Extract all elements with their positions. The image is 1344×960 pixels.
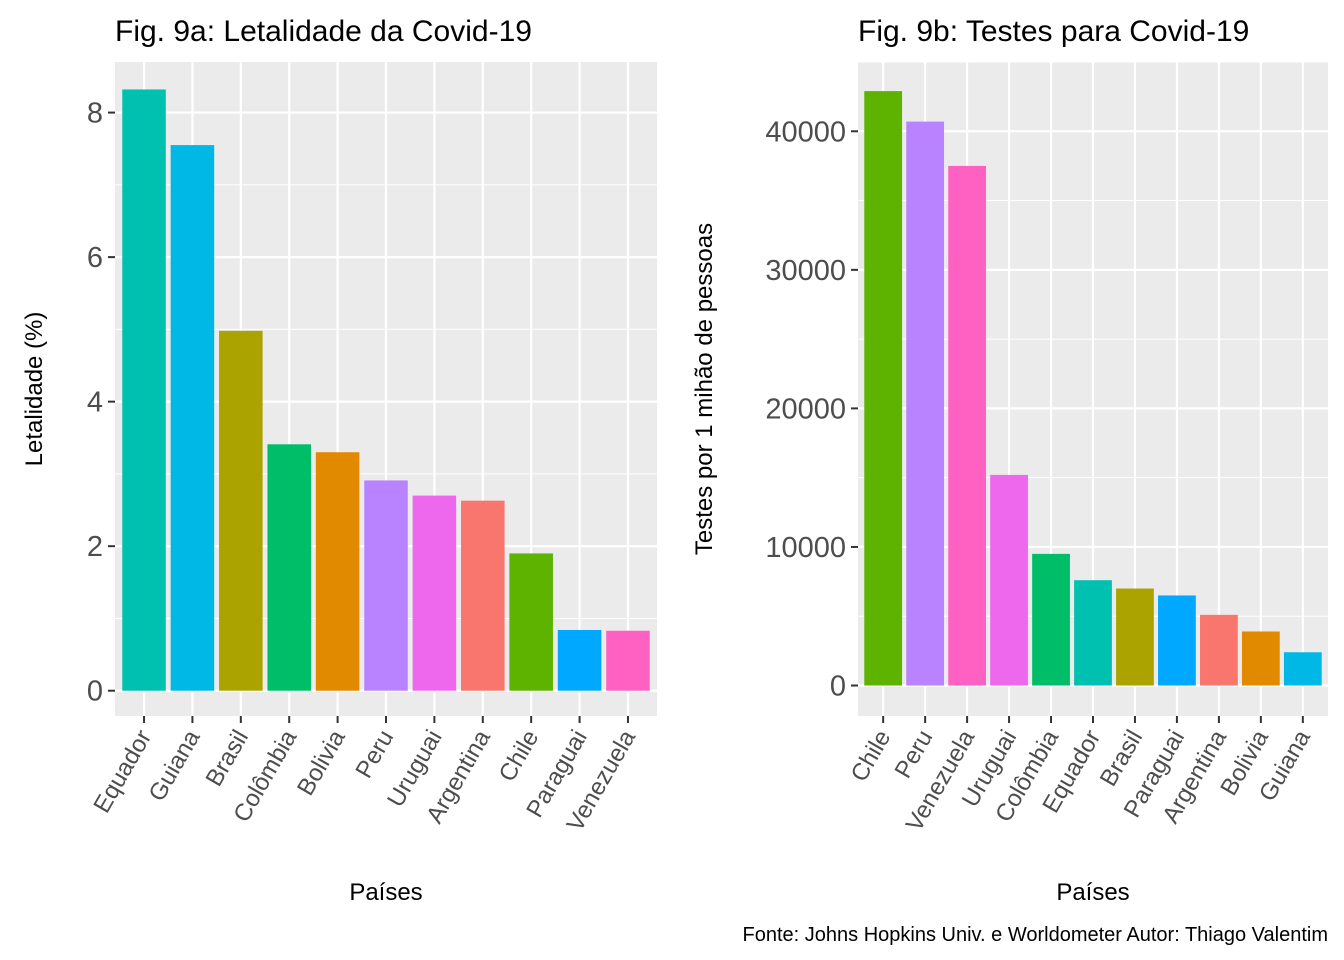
x-axis-label: Países	[349, 879, 422, 906]
chart-title: Fig. 9a: Letalidade da Covid-19	[115, 15, 532, 48]
y-tick-label: 0	[830, 671, 846, 703]
bar-guiana	[1283, 652, 1322, 686]
chart-title: Fig. 9b: Testes para Covid-19	[858, 15, 1249, 48]
bar-peru	[364, 480, 408, 691]
y-tick-label: 20000	[765, 393, 846, 425]
x-tick-label: Bolivia	[292, 725, 351, 800]
bar-argentina	[1200, 614, 1238, 686]
bar-chile	[509, 553, 553, 691]
bar-bolivia	[1241, 631, 1280, 686]
bar-venezuela	[948, 165, 986, 686]
bar-uruguai	[412, 495, 457, 691]
y-axis-label: Testes por 1 mihão de pessoas	[691, 223, 718, 555]
y-axis-label: Letalidade (%)	[21, 312, 48, 467]
bar-colômbia	[267, 444, 311, 691]
x-tick-label: Peru	[350, 726, 399, 783]
y-tick-label: 10000	[765, 532, 846, 564]
y-tick-label: 4	[87, 387, 103, 419]
x-tick-label: Chile	[494, 726, 545, 787]
bar-uruguai	[990, 474, 1028, 686]
y-tick-label: 30000	[765, 255, 846, 287]
bar-venezuela	[606, 630, 650, 691]
y-tick-label: 40000	[765, 116, 846, 148]
x-tick-label: Chile	[846, 726, 897, 787]
bar-paraguai	[557, 630, 602, 691]
bar-guiana	[170, 145, 215, 691]
bar-equador	[122, 89, 166, 691]
bar-chile	[864, 91, 903, 686]
bar-paraguai	[1158, 595, 1196, 686]
bar-equador	[1074, 580, 1112, 686]
x-axis-label: Países	[1056, 879, 1129, 906]
source-caption: Fonte: Johns Hopkins Univ. e Worldometer…	[743, 924, 1328, 946]
bar-colômbia	[1032, 553, 1070, 686]
bar-peru	[906, 121, 945, 686]
y-tick-label: 2	[87, 531, 103, 563]
y-tick-label: 0	[87, 676, 103, 708]
bar-brasil	[1116, 588, 1154, 686]
bar-brasil	[219, 330, 263, 691]
bar-argentina	[461, 500, 505, 691]
bar-bolivia	[315, 452, 360, 691]
chart-9b: 010000200003000040000ChilePeruVenezuelaU…	[691, 15, 1328, 906]
y-tick-label: 6	[87, 242, 103, 274]
y-tick-label: 8	[87, 98, 103, 130]
x-tick-label: Equador	[88, 726, 157, 818]
